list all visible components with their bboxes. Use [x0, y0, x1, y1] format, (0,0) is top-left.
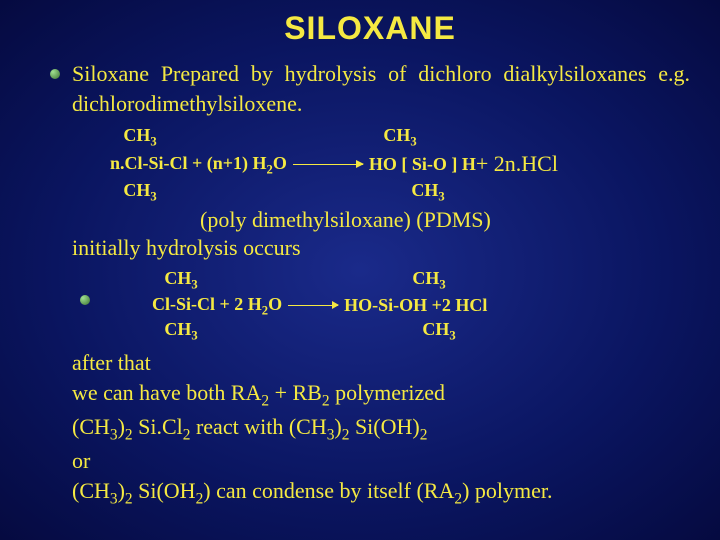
pdms-note: (poly dimethylsiloxane) (PDMS) [200, 207, 690, 233]
arrow-icon [293, 164, 363, 165]
slide-title: SILOXANE [50, 10, 690, 47]
initially-text: initially hydrolysis occurs [72, 233, 690, 263]
after-2: we can have both RA2 + RB2 polymerized [72, 378, 690, 412]
after-1: after that [72, 348, 690, 378]
bullet-icon [50, 69, 60, 79]
after-4: or [72, 446, 690, 476]
after-3: (CH3)2 Si.Cl2 react with (CH3)2 Si(OH)2 [72, 412, 690, 446]
bullet-item-2: CH3 CH3 Cl-Si-Cl + 2 H2O HO-Si-OH +2 HCl… [80, 267, 690, 345]
intro-text: Siloxane Prepared by hydrolysis of dichl… [72, 59, 690, 118]
bullet-item-1: Siloxane Prepared by hydrolysis of dichl… [50, 59, 690, 118]
bullet-icon [80, 295, 90, 305]
arrow-icon [288, 305, 338, 306]
after-5: (CH3)2 Si(OH2) can condense by itself (R… [72, 476, 690, 510]
equation-1: CH3 CH3 n.Cl-Si-Cl + (n+1) H2O HO [ Si-O… [110, 124, 690, 205]
